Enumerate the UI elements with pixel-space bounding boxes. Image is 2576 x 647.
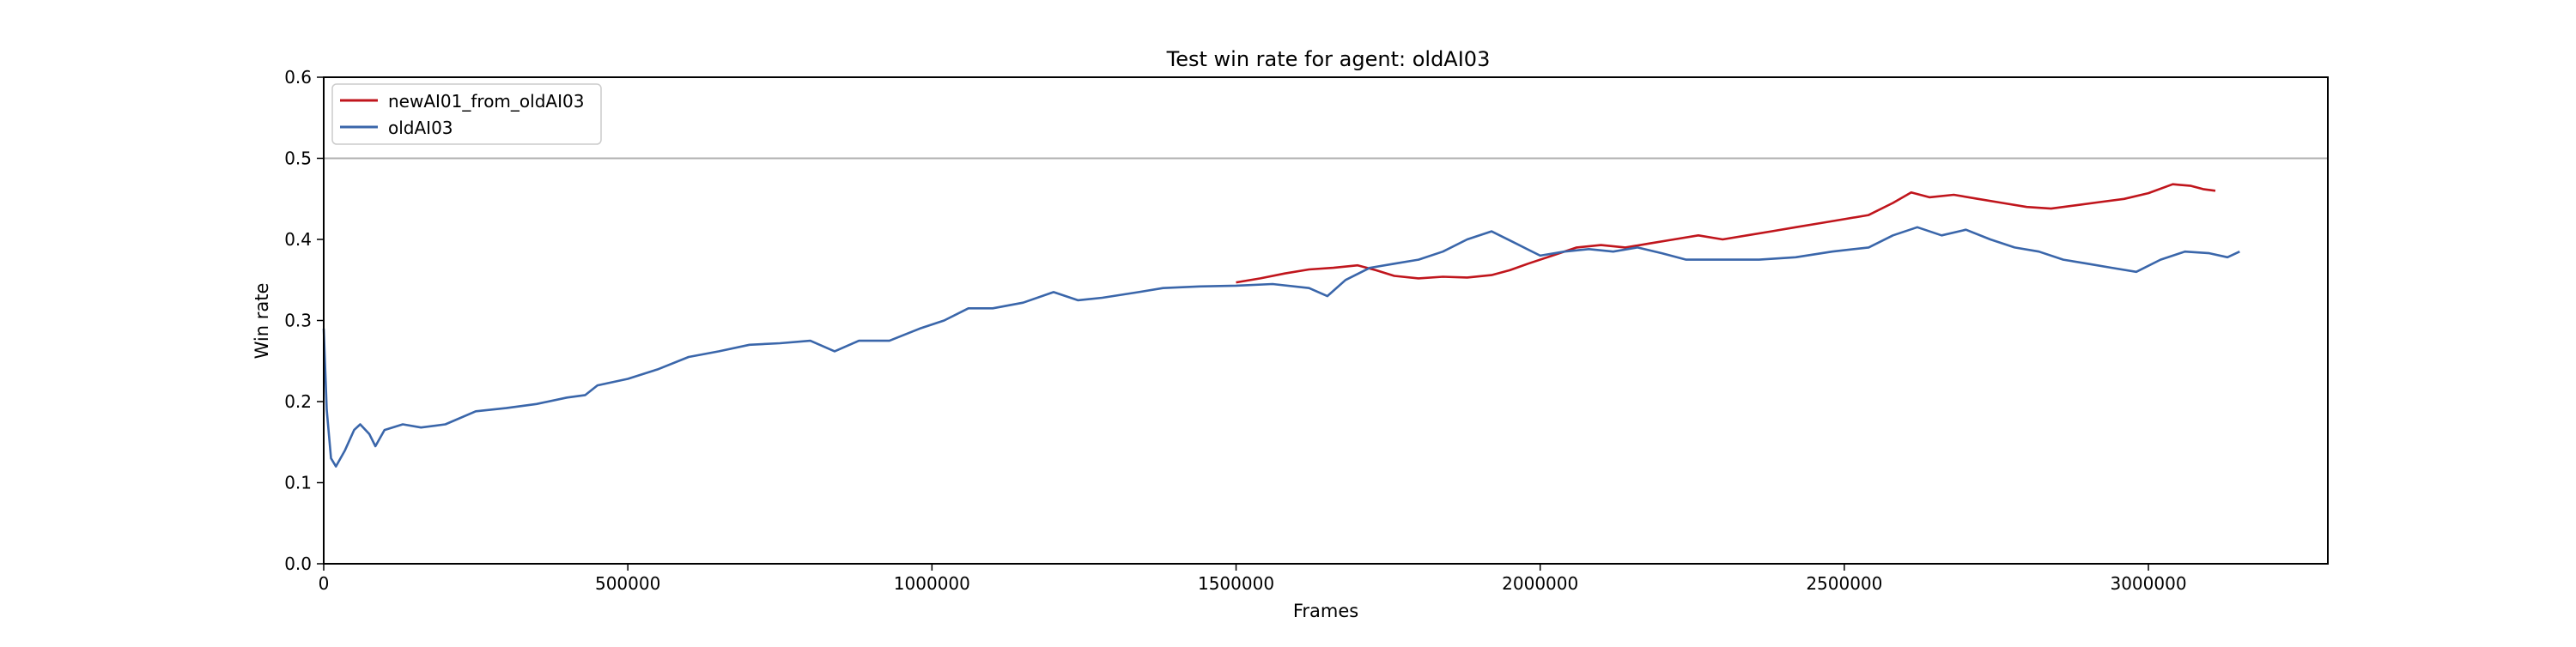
- series-line-oldai03: [322, 226, 2240, 468]
- y-axis-ticks: 0.0 0.1 0.2 0.3 0.4 0.5 0.6: [284, 67, 324, 574]
- y-tick-label: 0.2: [284, 391, 312, 412]
- y-axis-label: Win rate: [252, 283, 272, 360]
- y-tick-label: 0.3: [284, 311, 312, 331]
- y-tick-label: 0.4: [284, 229, 312, 250]
- x-tick-label: 3000000: [2110, 573, 2186, 594]
- legend-box: [331, 83, 602, 145]
- plot-frame: [323, 76, 2329, 565]
- y-tick-label: 0.6: [284, 67, 312, 88]
- legend-label-oldai03: oldAI03: [388, 118, 453, 138]
- x-axis-label: Frames: [1293, 601, 1358, 621]
- series-layer: [322, 183, 2240, 468]
- series-line-newai01-from-oldai03: [1236, 183, 2216, 284]
- chart-title: Test win rate for agent: oldAI03: [1166, 47, 1491, 71]
- y-tick-label: 0.5: [284, 148, 312, 169]
- y-tick-label: 0.1: [284, 473, 312, 493]
- x-axis-ticks: 0 500000 1000000 1500000 2000000 2500000 30000…: [319, 564, 2187, 594]
- x-tick-label: 0: [319, 573, 330, 594]
- y-tick-label: 0.0: [284, 553, 312, 574]
- x-tick-label: 500000: [595, 573, 660, 594]
- x-tick-label: 2000000: [1502, 573, 1578, 594]
- legend: newAI01_from_oldAI03 oldAI03: [331, 83, 602, 145]
- legend-label-newai01: newAI01_from_oldAI03: [388, 91, 584, 112]
- x-tick-label: 2500000: [1806, 573, 1882, 594]
- x-tick-label: 1000000: [894, 573, 970, 594]
- x-tick-label: 1500000: [1198, 573, 1274, 594]
